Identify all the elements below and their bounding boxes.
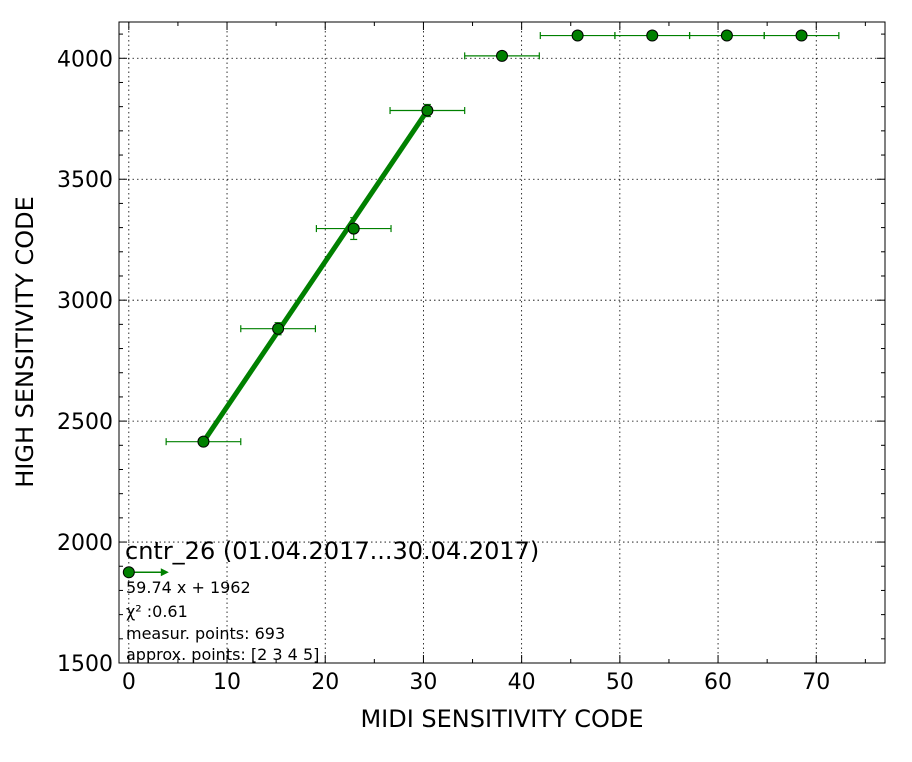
fit-line-group [201,109,430,444]
legend-point-marker [122,566,135,579]
plot-frame [118,21,886,664]
x-tick-label-3: 30 [409,670,437,695]
annotation-measur-points: measur. points: 693 [126,624,285,643]
annotation-equation: 59.74 x + 1962 [126,578,251,597]
fit-line [201,109,430,444]
x-tick-label-6: 60 [704,670,732,695]
x-tick-label-2: 20 [311,670,339,695]
x-axis-label: MIDI SENSITIVITY CODE [360,705,643,733]
data-point-7 [720,29,733,42]
x-tick-label-5: 50 [606,670,634,695]
x-tick-label-4: 40 [508,670,536,695]
data-point-8 [795,29,808,42]
data-point-1 [272,322,285,335]
data-point-3 [421,104,434,117]
y-tick-label-1: 2000 [57,531,113,556]
data-point-0 [197,435,210,448]
y-tick-label-2: 2500 [57,410,113,435]
plot-background [119,22,885,663]
x-tick-label-1: 10 [213,670,241,695]
y-axis-label: HIGH SENSITIVITY CODE [11,196,39,488]
legend-arrow-head [160,568,169,577]
data-point-6 [646,29,659,42]
data-points [197,29,808,448]
data-point-5 [571,29,584,42]
y-tick-label-3: 3000 [57,289,113,314]
annotation-approx-points: approx. points: [2 3 4 5] [126,645,319,664]
data-point-2 [347,222,360,235]
data-point-4 [496,49,508,62]
x-tick-label-0: 0 [122,670,136,695]
tick-labels: 0 10 20 30 40 50 60 70 1500 2000 2500 3000 3500 4000 [57,47,830,695]
x-tick-label-7: 70 [802,670,830,695]
y-tick-label-5: 4000 [57,47,113,72]
legend-marker [122,566,169,579]
annotation-title: cntr_26 (01.04.2017...30.04.2017) [125,537,539,565]
annotation-chi2: χ² :0.61 [126,602,188,621]
y-tick-label-4: 3500 [57,168,113,193]
y-tick-label-0: 1500 [57,652,113,677]
